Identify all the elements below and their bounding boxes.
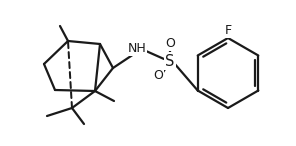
Text: S: S xyxy=(165,53,175,68)
Text: F: F xyxy=(224,24,231,37)
Text: O: O xyxy=(165,37,175,50)
Text: NH: NH xyxy=(128,42,147,55)
Text: O: O xyxy=(153,69,163,82)
